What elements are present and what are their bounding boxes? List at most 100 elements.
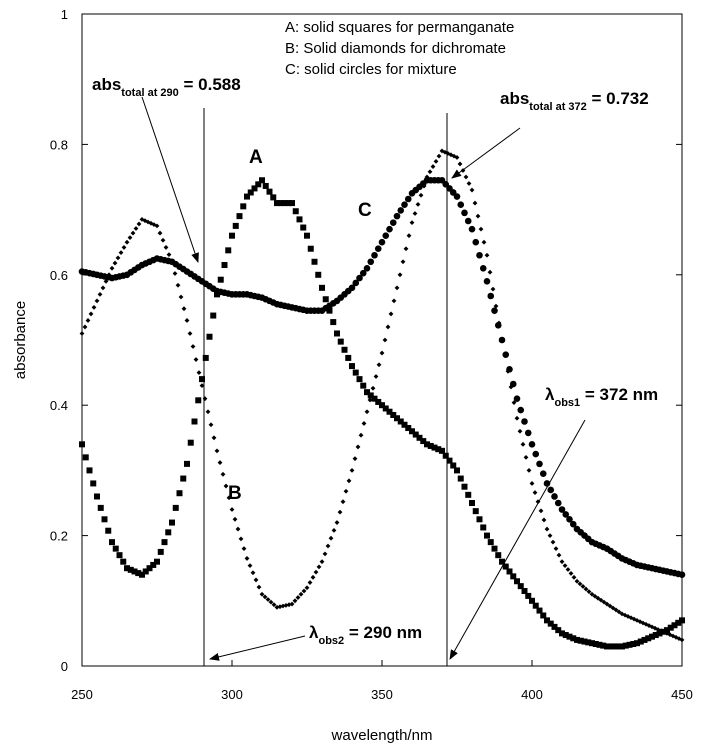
data-point-b [328, 535, 334, 541]
data-point-a [619, 643, 625, 650]
data-point-b [109, 265, 115, 271]
data-point-b [571, 574, 577, 580]
data-point-b [349, 468, 355, 473]
data-point-a [187, 439, 194, 446]
data-point-c [359, 269, 367, 277]
data-point-b [679, 637, 685, 643]
data-point-a [536, 607, 543, 614]
data-point-a [461, 483, 468, 490]
data-point-c [397, 207, 405, 214]
data-point-a [626, 641, 633, 648]
data-point-b [379, 350, 385, 356]
data-point-b [394, 285, 400, 291]
data-point-a [300, 224, 307, 231]
data-point-a [150, 561, 157, 568]
data-point-b [193, 357, 199, 362]
data-point-b [544, 526, 550, 532]
data-point-c [547, 486, 555, 494]
data-point-b [157, 230, 163, 236]
data-point-a [124, 565, 130, 572]
data-point-b [208, 422, 214, 428]
data-point-b [373, 374, 379, 379]
data-point-a [502, 563, 509, 570]
data-point-b [325, 543, 331, 549]
data-point-b [541, 517, 547, 523]
data-point-b [514, 415, 520, 421]
data-point-a [236, 213, 243, 220]
data-point-b [304, 585, 310, 591]
data-point-b [613, 607, 619, 613]
data-point-b [556, 552, 562, 558]
data-point-b [160, 237, 166, 243]
data-point-c [393, 212, 401, 220]
data-point-b [190, 344, 196, 349]
data-point-c [536, 460, 543, 468]
data-point-b [406, 233, 412, 239]
data-point-a [371, 395, 378, 402]
data-point-a [79, 441, 85, 448]
data-point-b [607, 603, 613, 609]
data-point-c [386, 225, 393, 233]
data-point-b [118, 250, 124, 256]
data-point-b [181, 306, 187, 312]
data-point-c [569, 520, 577, 528]
data-point-b [457, 161, 463, 167]
data-point-b [97, 291, 103, 297]
data-point-b [136, 221, 142, 227]
data-point-a [435, 446, 442, 453]
data-point-a [487, 539, 494, 546]
data-point-b [88, 311, 94, 317]
data-point-a [420, 438, 427, 445]
series-a [79, 177, 685, 650]
data-point-b [127, 235, 133, 241]
data-point-b [580, 584, 586, 589]
data-point-b [385, 324, 391, 330]
data-point-b [367, 397, 373, 403]
data-point-c [539, 470, 547, 477]
data-point-b [361, 421, 367, 426]
data-point-b [130, 230, 136, 236]
annotation-abs-372-sub: total at 372 [529, 101, 586, 113]
annotation-abs-372-main: abs [500, 89, 529, 108]
data-point-b [376, 362, 382, 368]
data-point-c [371, 251, 378, 259]
data-point-b [199, 383, 205, 389]
data-point-a [341, 346, 348, 353]
data-point-b [340, 499, 346, 505]
data-point-b [517, 428, 523, 434]
data-point-c [678, 571, 686, 579]
data-point-b [244, 556, 250, 561]
legend: A: solid squares for permanganate B: Sol… [285, 19, 514, 78]
data-point-b [601, 599, 607, 605]
data-point-b [568, 571, 574, 576]
data-point-a [551, 623, 558, 630]
data-point-b [298, 591, 304, 597]
y-tick-label: 0.8 [50, 137, 68, 152]
data-point-a [172, 504, 179, 511]
data-point-a [581, 638, 588, 645]
data-point-c [453, 193, 461, 200]
data-point-b [553, 546, 559, 552]
series-b [79, 148, 685, 643]
data-point-b [151, 222, 157, 227]
data-point-a [585, 639, 592, 646]
data-point-a [562, 632, 569, 639]
data-point-a [217, 276, 224, 283]
data-point-a [307, 245, 314, 252]
data-point-a [484, 532, 490, 539]
x-tick-label: 250 [71, 687, 93, 702]
data-point-c [348, 284, 356, 292]
data-point-b [283, 602, 289, 608]
data-point-a [334, 330, 340, 337]
data-point-a [251, 185, 258, 192]
data-point-a [622, 642, 629, 649]
arrow-lambda290 [209, 635, 306, 661]
data-point-b [490, 286, 496, 292]
y-tick-label: 0.2 [50, 529, 68, 544]
data-point-b [154, 223, 160, 229]
data-point-c [551, 493, 558, 500]
data-point-a [611, 643, 618, 650]
data-point-a [559, 630, 565, 637]
arrow-abs372 [451, 127, 521, 179]
data-point-b [331, 527, 337, 533]
